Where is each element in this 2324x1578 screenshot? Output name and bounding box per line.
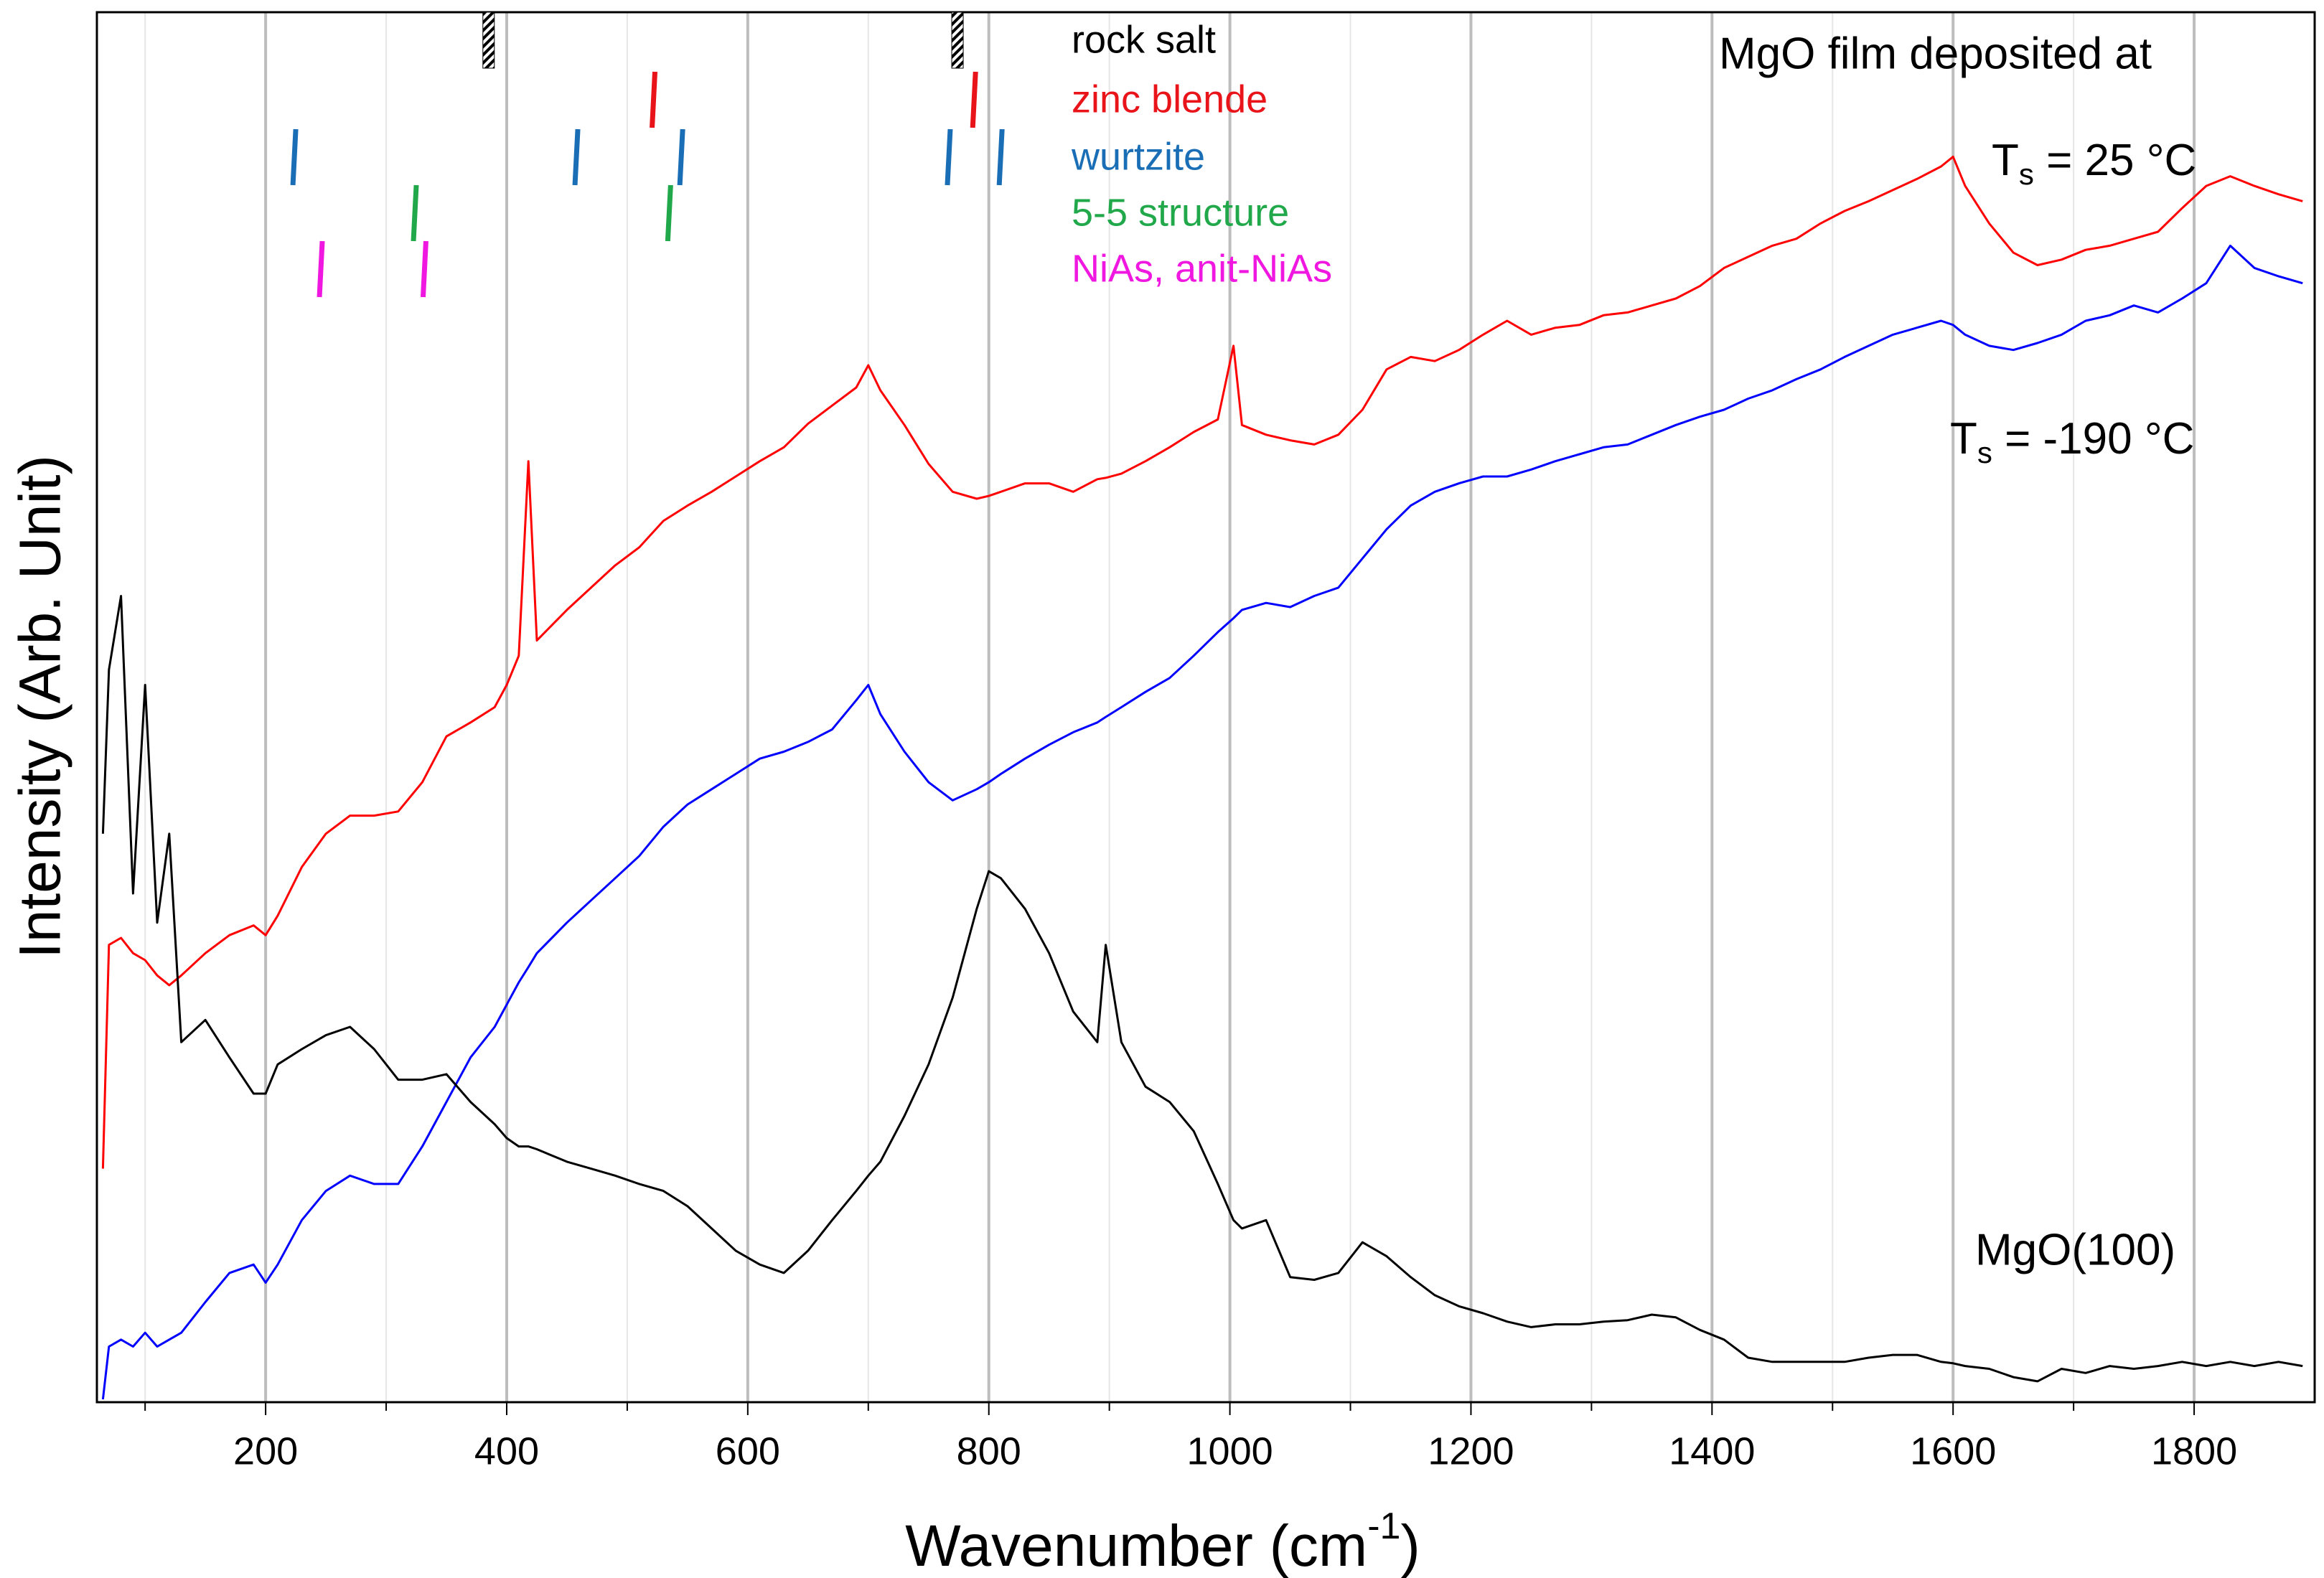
reference-marker bbox=[996, 128, 1005, 186]
legend-label: wurtzite bbox=[1071, 135, 1205, 178]
legend-label: rock salt bbox=[1072, 18, 1216, 61]
annotation: MgO(100) bbox=[1975, 1225, 2175, 1274]
x-title-sup: -1 bbox=[1367, 1506, 1400, 1547]
ann-sub: s bbox=[2019, 157, 2034, 191]
legend-label: NiAs, anit-NiAs bbox=[1072, 247, 1332, 290]
reference-marker bbox=[951, 11, 964, 69]
legend-label: 5-5 structure bbox=[1072, 191, 1289, 234]
x-tick-label: 1000 bbox=[1187, 1429, 1273, 1473]
x-tick-label: 600 bbox=[716, 1429, 780, 1473]
spectrum-line bbox=[101, 155, 2303, 1169]
x-tick-label: 1200 bbox=[1428, 1429, 1514, 1473]
x-tick-label: 400 bbox=[474, 1429, 539, 1473]
reference-marker bbox=[677, 128, 685, 186]
spectrum-line bbox=[101, 244, 2303, 1400]
x-axis-title: Wavenumber (cm-1) bbox=[905, 1506, 1420, 1578]
reference-marker bbox=[572, 128, 581, 186]
ann-part: = 25 °C bbox=[2034, 136, 2196, 185]
spectrum-line bbox=[101, 595, 2303, 1383]
y-axis-title: Intensity (Arb. Unit) bbox=[8, 455, 73, 959]
reference-marker bbox=[970, 71, 978, 128]
legend-label: zinc blende bbox=[1072, 78, 1268, 121]
ann-part: = -190 °C bbox=[1992, 414, 2195, 464]
reference-marker bbox=[411, 184, 419, 242]
annotation: Ts = 25 °C bbox=[1992, 136, 2196, 191]
plot-frame bbox=[95, 11, 2316, 1404]
ann-part: T bbox=[1992, 136, 2019, 185]
reference-marker bbox=[420, 240, 428, 298]
reference-marker bbox=[945, 128, 953, 186]
x-tick-label: 1600 bbox=[1910, 1429, 1996, 1473]
reference-marker bbox=[290, 128, 299, 186]
ann-part: T bbox=[1950, 414, 1977, 464]
reference-marker bbox=[482, 11, 495, 69]
annotation: MgO film deposited at bbox=[1719, 29, 2152, 78]
x-tick-label: 200 bbox=[233, 1429, 298, 1473]
reference-marker bbox=[665, 184, 673, 242]
reference-marker bbox=[317, 240, 325, 298]
annotation: Ts = -190 °C bbox=[1950, 414, 2194, 469]
x-title-end: ) bbox=[1400, 1513, 1420, 1578]
x-title-main: Wavenumber (cm bbox=[905, 1513, 1367, 1578]
ann-sub: s bbox=[1977, 436, 1992, 469]
x-tick-label: 800 bbox=[957, 1429, 1021, 1473]
reference-marker bbox=[650, 71, 658, 128]
x-tick-label: 1800 bbox=[2151, 1429, 2237, 1473]
x-tick-label: 1400 bbox=[1669, 1429, 1755, 1473]
